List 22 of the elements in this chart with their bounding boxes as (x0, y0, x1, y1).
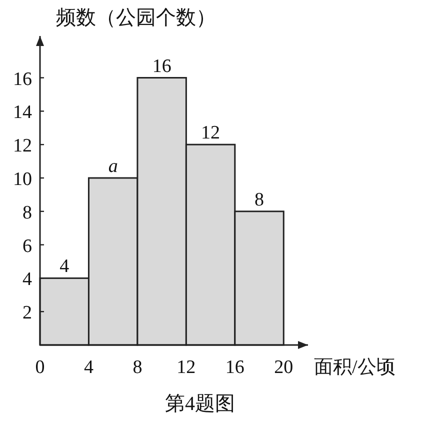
y-axis-title: 频数（公园个数） (56, 7, 216, 29)
x-tick-label: 20 (274, 357, 294, 378)
y-tick-label: 10 (13, 168, 32, 190)
y-tick-label: 8 (22, 202, 32, 224)
data-label: 8 (254, 189, 264, 210)
y-tick-label: 4 (22, 269, 32, 290)
data-label: a (108, 156, 118, 177)
text: 第4题图 (165, 393, 235, 415)
x-tick-label: 4 (84, 357, 94, 378)
data-label: 12 (201, 122, 220, 144)
x-tick-label: 12 (176, 357, 196, 378)
y-tick-label: 12 (13, 136, 32, 157)
x-tick-label: 8 (132, 357, 142, 378)
data-label: 4 (60, 256, 70, 278)
y-tick-label: 6 (22, 236, 32, 257)
y-tick-label: 14 (13, 102, 32, 124)
data-label: 16 (152, 56, 172, 77)
y-tick-label: 16 (13, 68, 32, 90)
x-tick-label: 16 (225, 357, 244, 378)
x-tick-label: 0 (35, 357, 45, 378)
y-tick-label: 2 (22, 302, 32, 324)
x-axis-title: 面积/公顷 (314, 357, 396, 378)
